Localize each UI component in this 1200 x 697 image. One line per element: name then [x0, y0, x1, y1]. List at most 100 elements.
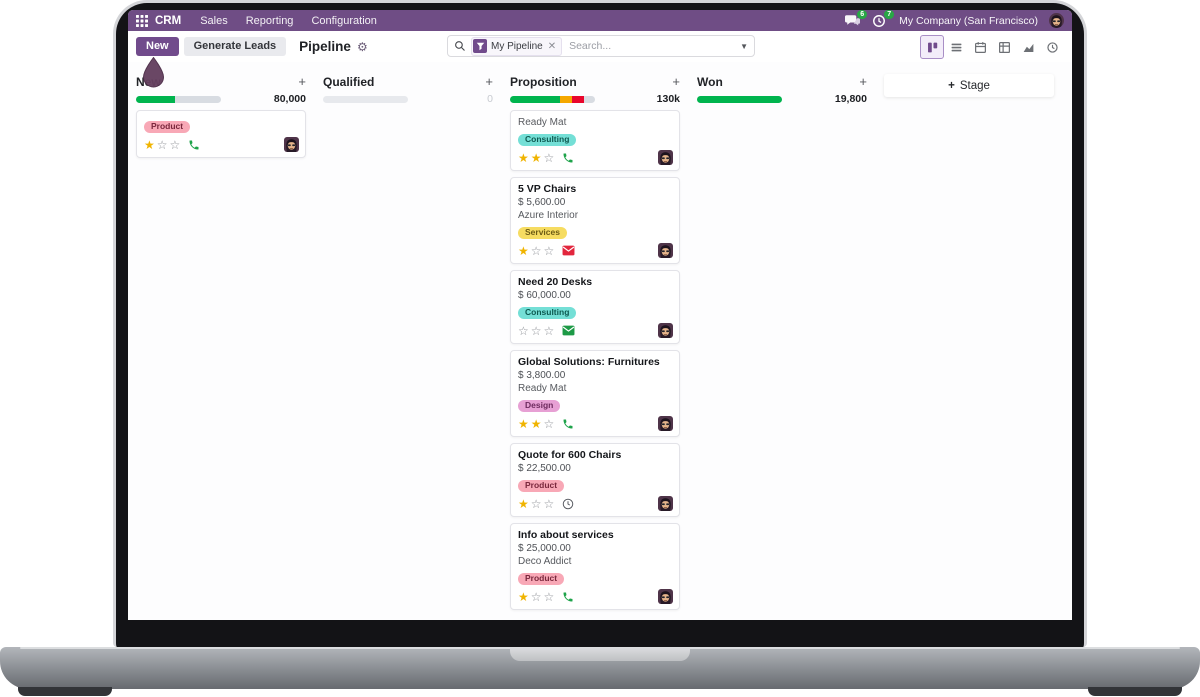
phone-icon[interactable] — [562, 591, 574, 603]
salesperson-avatar[interactable] — [658, 416, 673, 431]
laptop-foot — [1088, 687, 1182, 696]
column-title: Proposition — [510, 74, 577, 89]
quick-add-icon[interactable]: + — [298, 74, 306, 89]
salesperson-avatar[interactable] — [284, 137, 299, 152]
envelope-icon[interactable] — [562, 325, 575, 336]
systray: 6 7 My Company (San Francisco) — [845, 10, 1064, 28]
kanban-card[interactable]: Info about services $ 25,000.00 Deco Add… — [510, 523, 680, 610]
quick-add-icon[interactable]: + — [485, 74, 493, 89]
card-title: Info about services — [518, 529, 614, 541]
facet-close-icon[interactable]: ✕ — [547, 40, 557, 52]
priority-stars[interactable]: ★★☆ — [518, 150, 557, 165]
magnifier-icon — [454, 40, 466, 52]
card-title: Global Solutions: Furnitures — [518, 356, 660, 368]
view-kanban-button[interactable] — [920, 35, 944, 59]
priority-stars[interactable]: ★☆☆ — [518, 243, 557, 258]
user-avatar[interactable] — [1049, 13, 1064, 28]
column-total: 19,800 — [834, 93, 867, 105]
priority-stars[interactable]: ★☆☆ — [144, 137, 183, 152]
phone-icon[interactable] — [562, 418, 574, 430]
card-title: 5 VP Chairs — [518, 183, 577, 195]
generate-leads-button[interactable]: Generate Leads — [183, 37, 287, 56]
tag-badge: Services — [518, 226, 567, 239]
apps-grid-icon[interactable] — [136, 14, 148, 27]
messages-badge: 6 — [857, 10, 868, 19]
card-company: Azure Interior — [518, 210, 579, 221]
menu-reporting[interactable]: Reporting — [245, 14, 294, 27]
menu-configuration[interactable]: Configuration — [311, 14, 377, 27]
card-title: Quote for 600 Chairs — [518, 449, 622, 461]
menu-sales[interactable]: Sales — [200, 14, 228, 27]
salesperson-avatar[interactable] — [658, 496, 673, 511]
company-switcher[interactable]: My Company (San Francisco) — [899, 14, 1038, 27]
search-dropdown-caret-icon[interactable]: ▼ — [740, 41, 748, 51]
top-navbar: CRM Sales Reporting Configuration 6 7 My… — [128, 10, 1072, 31]
kanban-card[interactable]: Quote for 600 Chairs $ 22,500.00 Product… — [510, 443, 680, 517]
priority-stars[interactable]: ★☆☆ — [518, 496, 557, 511]
salesperson-avatar[interactable] — [658, 243, 673, 258]
view-switcher — [920, 35, 1064, 59]
screen: CRM Sales Reporting Configuration 6 7 My… — [128, 10, 1072, 620]
add-stage-label: Stage — [959, 79, 990, 92]
envelope-icon[interactable] — [562, 245, 575, 256]
activities-icon[interactable]: 7 — [872, 10, 895, 28]
salesperson-avatar[interactable] — [658, 150, 673, 165]
column-proposition: Proposition + 130k Ready Mat Consulting … — [510, 62, 680, 616]
column-progressbar[interactable] — [510, 95, 595, 103]
search-facet[interactable]: My Pipeline ✕ — [471, 36, 563, 56]
tag-badge: Product — [144, 120, 191, 133]
view-activity-button[interactable] — [1040, 35, 1064, 59]
column-total: 130k — [656, 93, 680, 105]
column-new: New + 80,000 Product ★☆☆ — [136, 62, 306, 164]
phone-icon[interactable] — [188, 139, 200, 151]
app-name[interactable]: CRM — [155, 14, 182, 27]
card-amount: $ 25,000.00 — [518, 543, 571, 554]
new-button[interactable]: New — [136, 37, 179, 56]
page-title: Pipeline — [299, 39, 351, 54]
column-won: Won + 19,800 — [697, 62, 867, 105]
activities-badge: 7 — [884, 10, 895, 19]
tag-badge: Product — [518, 479, 565, 492]
card-amount: $ 22,500.00 — [518, 463, 571, 474]
view-pivot-button[interactable] — [992, 35, 1016, 59]
laptop-foot — [18, 687, 112, 696]
salesperson-avatar[interactable] — [658, 323, 673, 338]
view-list-button[interactable] — [944, 35, 968, 59]
column-qualified: Qualified + 0 — [323, 62, 493, 105]
view-calendar-button[interactable] — [968, 35, 992, 59]
control-panel: New Generate Leads Pipeline ⚙ My Pipelin… — [128, 31, 1072, 63]
search-bar[interactable]: My Pipeline ✕ Search... ▼ — [447, 35, 755, 57]
clock-icon[interactable] — [562, 498, 574, 510]
phone-icon[interactable] — [562, 152, 574, 164]
facet-label: My Pipeline — [491, 40, 543, 52]
kanban-card[interactable]: 5 VP Chairs $ 5,600.00 Azure Interior Se… — [510, 177, 680, 264]
priority-stars[interactable]: ★☆☆ — [518, 589, 557, 604]
funnel-icon — [473, 39, 487, 53]
kanban-card[interactable]: Ready Mat Consulting ★★☆ — [510, 110, 680, 171]
salesperson-avatar[interactable] — [658, 589, 673, 604]
priority-stars[interactable]: ★★☆ — [518, 416, 557, 431]
messages-icon[interactable]: 6 — [845, 10, 868, 28]
quick-add-icon[interactable]: + — [859, 74, 867, 89]
kanban-board: New + 80,000 Product ★☆☆ — [128, 62, 1072, 620]
priority-stars[interactable]: ☆☆☆ — [518, 323, 557, 338]
card-company: Deco Addict — [518, 556, 572, 567]
add-stage-button[interactable]: + Stage — [884, 74, 1054, 97]
view-graph-button[interactable] — [1016, 35, 1040, 59]
kanban-card[interactable]: Product ★☆☆ — [136, 110, 306, 158]
laptop-lid-notch — [510, 647, 690, 661]
column-progressbar[interactable] — [323, 95, 408, 103]
search-input[interactable]: Search... — [569, 40, 612, 52]
column-progressbar[interactable] — [697, 95, 782, 103]
kanban-card[interactable]: Global Solutions: Furnitures $ 3,800.00 … — [510, 350, 680, 437]
card-amount: $ 3,800.00 — [518, 370, 566, 381]
plus-icon: + — [948, 79, 955, 92]
tag-badge: Consulting — [518, 306, 577, 319]
card-company: Ready Mat — [518, 383, 567, 394]
column-progressbar[interactable] — [136, 95, 221, 103]
gear-icon[interactable]: ⚙ — [356, 39, 368, 54]
quick-add-icon[interactable]: + — [672, 74, 680, 89]
card-title: Need 20 Desks — [518, 276, 593, 288]
column-title: Qualified — [323, 74, 375, 89]
kanban-card[interactable]: Need 20 Desks $ 60,000.00 Consulting ☆☆☆ — [510, 270, 680, 344]
